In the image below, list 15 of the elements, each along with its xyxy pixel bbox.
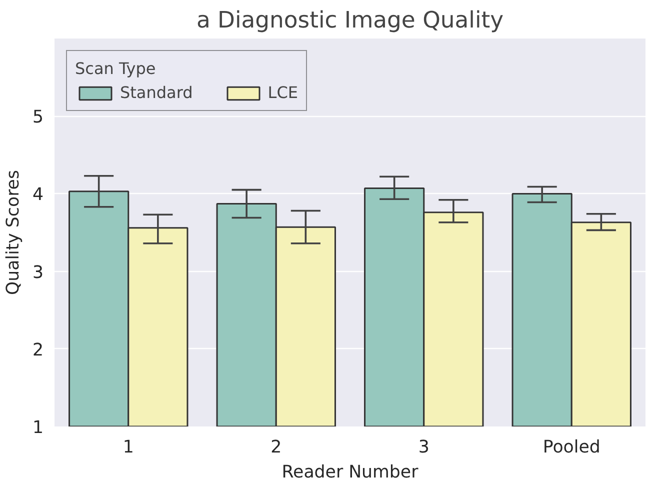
y-tick-label: 1 [32,418,44,438]
x-tick-label: 3 [418,438,430,458]
x-tick-label: 1 [122,438,134,458]
chart-title: a Diagnostic Image Quality [196,8,504,34]
y-axis-title: Quality Scores [3,170,24,295]
y-tick-label: 5 [32,108,44,128]
x-tick-label: 2 [270,438,282,458]
legend-title: Scan Type [75,59,157,78]
y-tick-label: 2 [32,340,44,360]
legend-label: Standard [120,83,193,102]
y-tick-label: 4 [32,185,44,206]
x-axis-title: Reader Number [282,462,420,482]
x-tick-label: Pooled [542,438,600,458]
legend-label: LCE [268,83,298,102]
y-tick-label: 3 [32,262,44,283]
